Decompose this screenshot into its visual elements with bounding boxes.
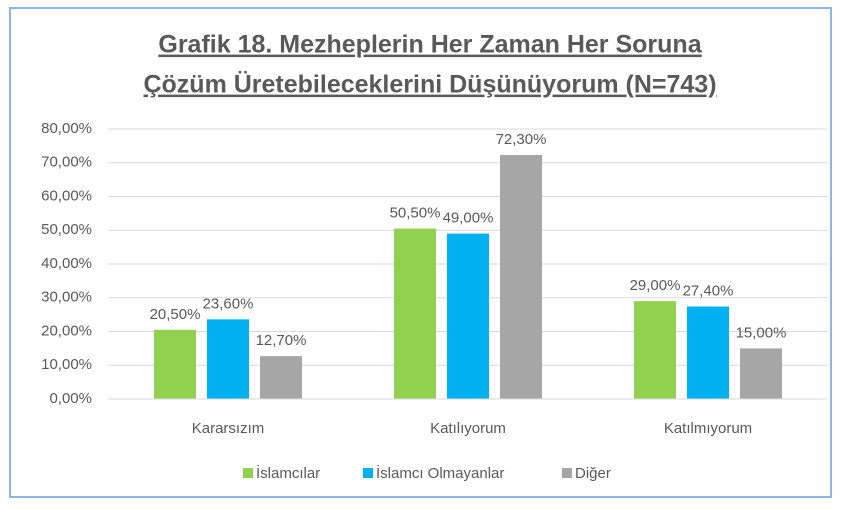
y-tick-label: 10,00% — [41, 356, 92, 373]
legend-label: Diğer — [575, 465, 611, 482]
chart-title: Çözüm Üretebileceklerini Düşünüyorum (N=… — [143, 70, 716, 99]
bar — [740, 348, 782, 399]
data-label: 12,70% — [256, 332, 307, 349]
data-label: 49,00% — [443, 210, 494, 227]
legend-swatch — [243, 468, 253, 478]
data-label: 27,40% — [683, 282, 734, 299]
bar — [207, 319, 249, 399]
y-tick-label: 70,00% — [41, 154, 92, 171]
y-tick-label: 0,00% — [49, 390, 92, 407]
legend-label: İslamcı Olmayanlar — [376, 464, 504, 482]
legend-swatch — [562, 468, 572, 478]
data-label: 72,30% — [496, 131, 547, 148]
y-tick-label: 60,00% — [41, 187, 92, 204]
legend-label: İslamcılar — [256, 464, 320, 482]
data-label: 20,50% — [150, 306, 201, 323]
bar — [260, 356, 302, 399]
y-tick-label: 80,00% — [41, 120, 92, 137]
data-label: 50,50% — [390, 205, 441, 222]
x-tick-label: Katılıyorum — [430, 420, 506, 437]
bar — [447, 233, 489, 399]
bar — [687, 306, 729, 399]
y-tick-label: 40,00% — [41, 255, 92, 272]
y-tick-label: 30,00% — [41, 289, 92, 306]
legend-swatch — [363, 468, 373, 478]
y-tick-label: 50,00% — [41, 221, 92, 238]
bar — [634, 301, 676, 399]
data-label: 15,00% — [736, 324, 787, 341]
y-tick-label: 20,00% — [41, 322, 92, 339]
chart-title: Grafik 18. Mezheplerin Her Zaman Her Sor… — [158, 31, 702, 59]
x-tick-label: Katılmıyorum — [664, 420, 752, 437]
bar — [154, 329, 196, 399]
data-label: 23,60% — [203, 295, 254, 312]
data-label: 29,00% — [630, 277, 681, 294]
bar — [500, 154, 542, 399]
bar — [394, 228, 436, 399]
x-tick-label: Kararsızım — [192, 420, 265, 437]
